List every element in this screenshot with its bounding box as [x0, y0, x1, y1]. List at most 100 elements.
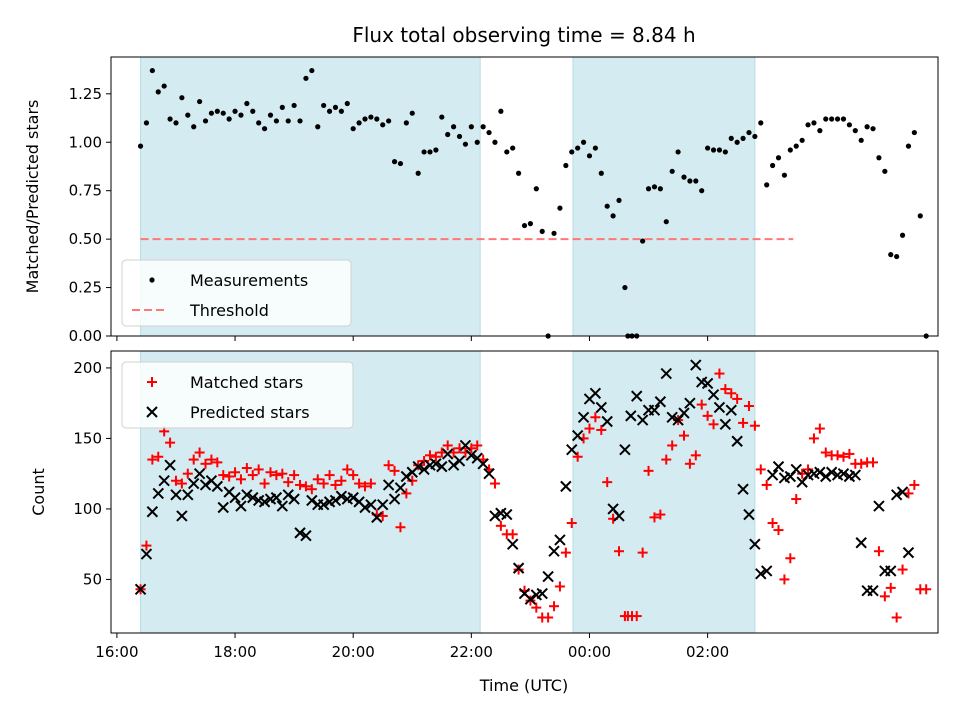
predicted-stars-point-b	[896, 486, 909, 498]
matched-stars-point	[354, 478, 365, 489]
measurements-point	[846, 122, 852, 128]
predicted-stars-point	[442, 448, 454, 460]
predicted-stars-point	[566, 443, 578, 456]
predicted-stars-point-b	[542, 570, 554, 583]
measurements-point	[840, 116, 847, 122]
predicted-stars-point-b	[329, 494, 342, 507]
predicted-stars-point	[707, 389, 720, 401]
matched-stars-point	[194, 447, 205, 458]
predicted-stars-point	[187, 477, 200, 490]
predicted-stars-point-b	[696, 376, 708, 388]
predicted-stars-point	[146, 506, 159, 518]
matched-stars-point	[732, 393, 743, 404]
matched-stars-point	[247, 470, 258, 481]
matched-stars-point	[507, 529, 518, 540]
predicted-stars-point	[749, 538, 761, 550]
predicted-stars-point	[347, 491, 359, 504]
measurements-point	[894, 253, 900, 260]
predicted-stars-point	[636, 414, 649, 426]
measurements-point	[250, 108, 256, 114]
measurements-point	[770, 162, 776, 169]
predicted-stars-point	[542, 570, 554, 583]
matched-stars-point	[230, 467, 241, 478]
predicted-stars-point	[625, 410, 637, 422]
measurements-point	[480, 124, 486, 130]
predicted-stars-point-b	[377, 498, 389, 511]
measurements-point	[699, 188, 705, 194]
measurements-point	[521, 222, 528, 229]
measurements-point	[834, 116, 841, 122]
measurements-point	[149, 67, 155, 74]
matched-stars-point	[424, 450, 435, 461]
predicted-stars-point-b	[890, 489, 903, 501]
matched-stars-point	[531, 602, 542, 613]
chart-title: Flux total observing time = 8.84 h	[352, 23, 695, 47]
predicted-stars-point	[867, 584, 879, 597]
measurements-point	[622, 284, 628, 291]
predicted-stars-point	[731, 435, 743, 447]
predicted-stars-point	[666, 411, 678, 423]
matched-stars-point	[678, 430, 689, 441]
matched-stars-point	[241, 463, 252, 474]
predicted-stars-point	[619, 443, 631, 456]
measurements-point	[829, 116, 835, 122]
matched-stars-point	[785, 553, 796, 564]
predicted-stars-point-b	[501, 508, 513, 521]
matched-stars-point	[584, 423, 595, 434]
measurements-point	[728, 135, 734, 141]
measurements-point	[693, 178, 699, 184]
predicted-stars-point	[489, 510, 501, 522]
matched-stars-point	[318, 478, 329, 489]
predicted-stars-point-b	[483, 467, 495, 480]
predicted-stars-point-b	[152, 487, 164, 500]
predicted-stars-point-b	[566, 443, 578, 456]
matched-stars-point	[472, 440, 483, 451]
measurements-point	[374, 116, 380, 122]
measurements-point	[598, 170, 604, 176]
predicted-stars-point	[394, 482, 407, 494]
predicted-stars-point-b	[252, 494, 265, 507]
predicted-stars-point	[725, 404, 737, 416]
predicted-stars-point	[430, 458, 442, 470]
panel-1-y-tick-label: 0.50	[69, 230, 102, 248]
predicted-stars-point-b	[276, 500, 289, 512]
x-tick-label: 18:00	[213, 643, 256, 661]
predicted-stars-point	[690, 359, 702, 371]
measurements-point	[161, 83, 167, 89]
measurements-point	[610, 213, 616, 219]
predicted-stars-point-b	[560, 480, 572, 493]
predicted-stars-point-b	[394, 482, 407, 494]
matched-stars-point	[306, 484, 317, 495]
matched-stars-point	[832, 450, 843, 461]
predicted-stars-point	[176, 510, 188, 522]
measurements-point	[256, 120, 262, 126]
predicted-stars-point	[447, 459, 460, 471]
measurements-point	[427, 149, 433, 155]
measurements-point	[876, 155, 882, 161]
predicted-stars-point-b	[199, 479, 212, 491]
panel-1-shaded-interval	[572, 56, 756, 337]
predicted-stars-point	[400, 470, 413, 483]
matched-stars-point	[224, 471, 235, 482]
predicted-stars-point	[270, 491, 283, 504]
predicted-stars-point-b	[837, 467, 850, 480]
panel-2-legend-box	[121, 361, 354, 429]
predicted-stars-point-b	[743, 508, 755, 521]
predicted-stars-point-b	[146, 506, 159, 518]
measurements-point	[403, 120, 409, 126]
predicted-stars-point	[648, 404, 661, 416]
matched-stars-point	[720, 384, 731, 395]
measurements-point	[870, 126, 876, 132]
matched-stars-point	[761, 479, 772, 490]
measurements-point	[722, 149, 728, 155]
matched-stars-point	[212, 457, 223, 468]
predicted-stars-point-b	[660, 367, 672, 380]
measurements-point	[303, 75, 309, 81]
matched-stars-point	[165, 437, 176, 448]
predicted-stars-point	[371, 511, 383, 524]
predicted-stars-point-b	[270, 491, 283, 504]
measurements-point	[793, 143, 799, 149]
matched-stars-point	[348, 470, 359, 481]
predicted-stars-point	[885, 565, 897, 577]
predicted-stars-point	[377, 498, 389, 511]
